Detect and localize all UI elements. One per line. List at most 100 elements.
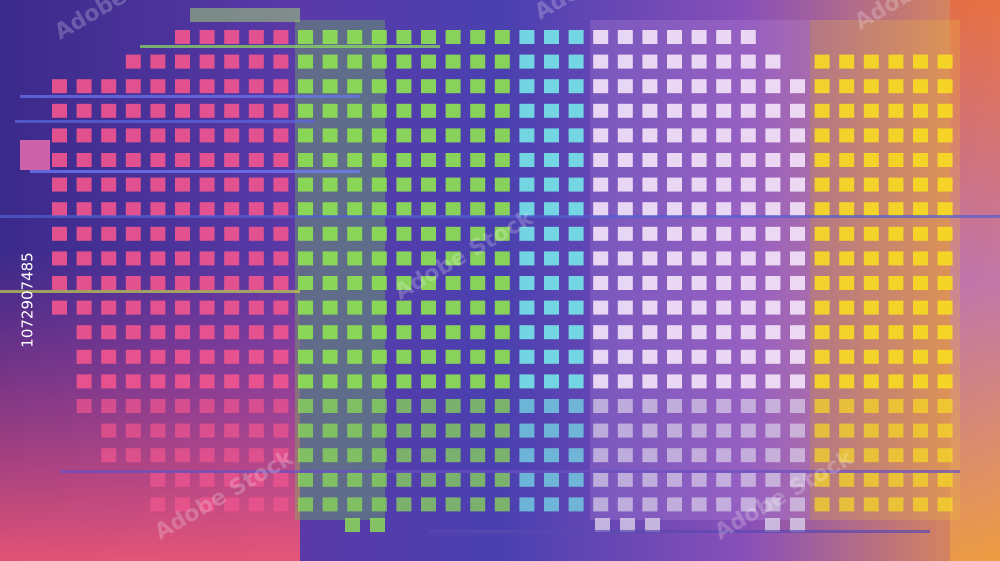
tile [76, 251, 92, 266]
tile [617, 276, 633, 290]
tile [913, 399, 928, 413]
tile [248, 54, 264, 69]
tile [199, 103, 215, 118]
tile [470, 103, 486, 118]
tile [716, 300, 732, 315]
tile [740, 497, 756, 512]
tile [150, 251, 166, 266]
tile [175, 226, 190, 241]
tile [199, 325, 215, 340]
tile [937, 103, 953, 118]
tile [396, 349, 412, 364]
tile [937, 423, 953, 438]
tile [790, 226, 805, 241]
tile [76, 300, 92, 315]
tile [273, 374, 289, 389]
tile [913, 423, 928, 438]
tile [937, 399, 953, 413]
tile [199, 226, 215, 241]
tile [740, 423, 756, 438]
tile [691, 177, 707, 192]
tile [814, 103, 830, 118]
tile [888, 177, 904, 192]
tile [125, 226, 141, 241]
tile [421, 300, 436, 315]
tile [765, 202, 781, 217]
tile [347, 79, 363, 94]
tile [150, 423, 166, 438]
tile [568, 276, 584, 290]
tile [691, 325, 707, 340]
tile [740, 251, 756, 266]
tile [371, 226, 387, 241]
tile [568, 30, 584, 44]
tile [667, 349, 682, 364]
tile [888, 399, 904, 413]
tile [790, 497, 805, 512]
tile [494, 423, 510, 438]
tile [248, 300, 264, 315]
tile [667, 325, 682, 340]
tile [347, 300, 363, 315]
tile [765, 497, 781, 512]
tile [814, 374, 830, 389]
tile [150, 128, 166, 143]
tile-grid [52, 30, 953, 532]
tile [544, 153, 559, 167]
tile [175, 153, 190, 167]
tile [298, 128, 313, 143]
tile [814, 202, 830, 217]
tile [347, 448, 363, 463]
tile [248, 30, 264, 44]
tile [593, 300, 609, 315]
tile [642, 399, 658, 413]
tile [224, 251, 240, 266]
tile [765, 79, 781, 94]
tile [322, 349, 338, 364]
tile [150, 497, 166, 512]
tile [863, 79, 879, 94]
tile [175, 399, 190, 413]
tile [937, 300, 953, 315]
tile [150, 153, 166, 167]
tile [544, 472, 559, 487]
tile [863, 153, 879, 167]
tile [298, 349, 313, 364]
tile [740, 374, 756, 389]
tile [765, 423, 781, 438]
tile [863, 54, 879, 69]
tile [937, 79, 953, 94]
tile [667, 103, 682, 118]
tile [593, 349, 609, 364]
tile [888, 300, 904, 315]
tile [691, 472, 707, 487]
tile [470, 349, 486, 364]
tile [396, 226, 412, 241]
tile [888, 54, 904, 69]
tile [347, 226, 363, 241]
tile [150, 103, 166, 118]
tile [248, 325, 264, 340]
tile [593, 448, 609, 463]
tile [175, 54, 190, 69]
tile [101, 226, 117, 241]
tile [125, 177, 141, 192]
tile [494, 325, 510, 340]
tile [716, 30, 732, 44]
tile [445, 202, 461, 217]
tile [642, 251, 658, 266]
tile [888, 497, 904, 512]
tile [937, 202, 953, 217]
tile [175, 276, 190, 290]
tile [322, 325, 338, 340]
tile [716, 177, 732, 192]
band [590, 20, 810, 520]
tile [519, 54, 535, 69]
tile [593, 226, 609, 241]
tile [667, 300, 682, 315]
tile [716, 128, 732, 143]
tile [863, 374, 879, 389]
tile [790, 128, 805, 143]
tile [790, 448, 805, 463]
